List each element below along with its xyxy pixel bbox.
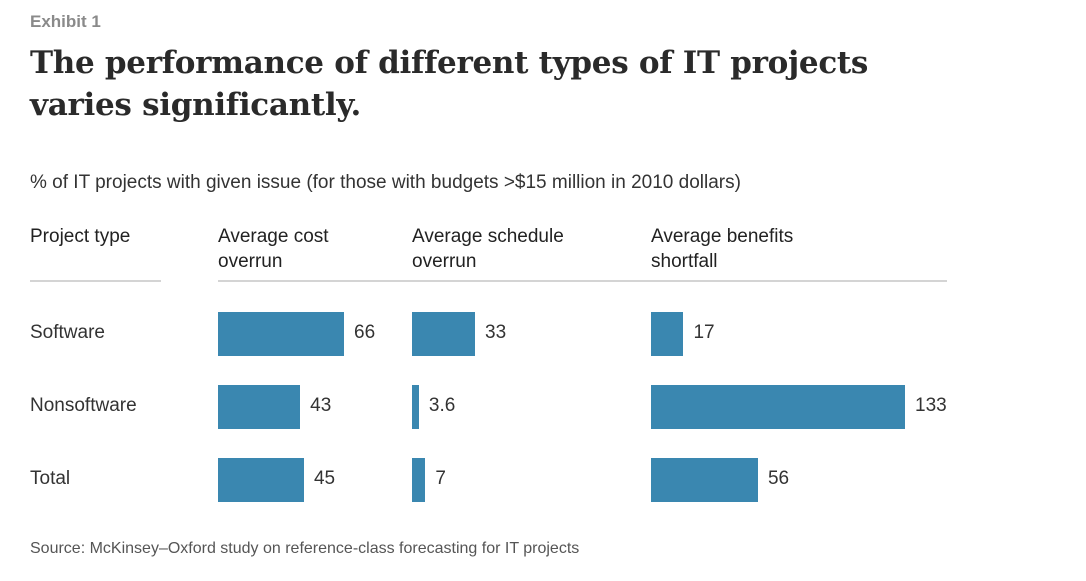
bar-benefits-shortfall-software (651, 312, 684, 356)
bar-benefits-shortfall-nonsoftware (651, 385, 906, 429)
chart-subtitle: % of IT projects with given issue (for t… (30, 172, 741, 193)
header-rule-project-type (30, 280, 161, 282)
bar-cost-overrun-total (218, 458, 304, 502)
bar-schedule-overrun-nonsoftware (412, 385, 419, 429)
bar-schedule-overrun-software (412, 312, 476, 356)
bar-cost-overrun-software (218, 312, 345, 356)
column-header-cost-overrun: Average cost overrun (218, 226, 329, 272)
bar-cost-overrun-nonsoftware (218, 385, 301, 429)
bar-schedule-overrun-total (412, 458, 426, 502)
row-label-total: Total (30, 468, 71, 489)
value-label-benefits-shortfall-nonsoftware: 133 (915, 395, 947, 416)
bar-benefits-shortfall-total (651, 458, 758, 502)
header-rule-metrics (218, 280, 947, 282)
exhibit-label: Exhibit 1 (30, 12, 101, 31)
value-label-benefits-shortfall-software: 17 (693, 322, 715, 343)
row-label-software: Software (30, 322, 105, 343)
value-label-cost-overrun-total: 45 (313, 468, 336, 489)
value-label-benefits-shortfall-total: 56 (767, 468, 790, 489)
value-label-cost-overrun-software: 66 (354, 322, 376, 343)
column-header-project-type: Project type (30, 226, 131, 247)
row-label-nonsoftware: Nonsoftware (30, 395, 137, 416)
value-label-schedule-overrun-software: 33 (485, 322, 507, 343)
column-header-benefits-shortfall: Average benefits shortfall (651, 226, 794, 272)
value-label-schedule-overrun-total: 7 (435, 468, 446, 489)
source-note: Source: McKinsey–Oxford study on referen… (30, 540, 580, 557)
chart-title: The performance of different types of IT… (30, 45, 869, 123)
value-label-schedule-overrun-nonsoftware: 3.6 (428, 395, 456, 416)
value-label-cost-overrun-nonsoftware: 43 (310, 395, 332, 416)
column-header-schedule-overrun: Average schedule overrun (412, 226, 564, 272)
